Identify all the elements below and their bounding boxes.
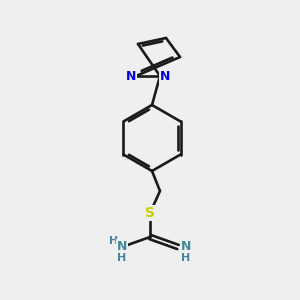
Text: N: N bbox=[126, 70, 136, 83]
Text: H: H bbox=[182, 253, 190, 263]
Text: S: S bbox=[145, 206, 155, 220]
Text: N: N bbox=[117, 241, 127, 254]
Text: N: N bbox=[160, 70, 170, 83]
Text: N: N bbox=[181, 241, 191, 254]
Text: H: H bbox=[110, 236, 118, 246]
Text: H: H bbox=[117, 253, 127, 263]
